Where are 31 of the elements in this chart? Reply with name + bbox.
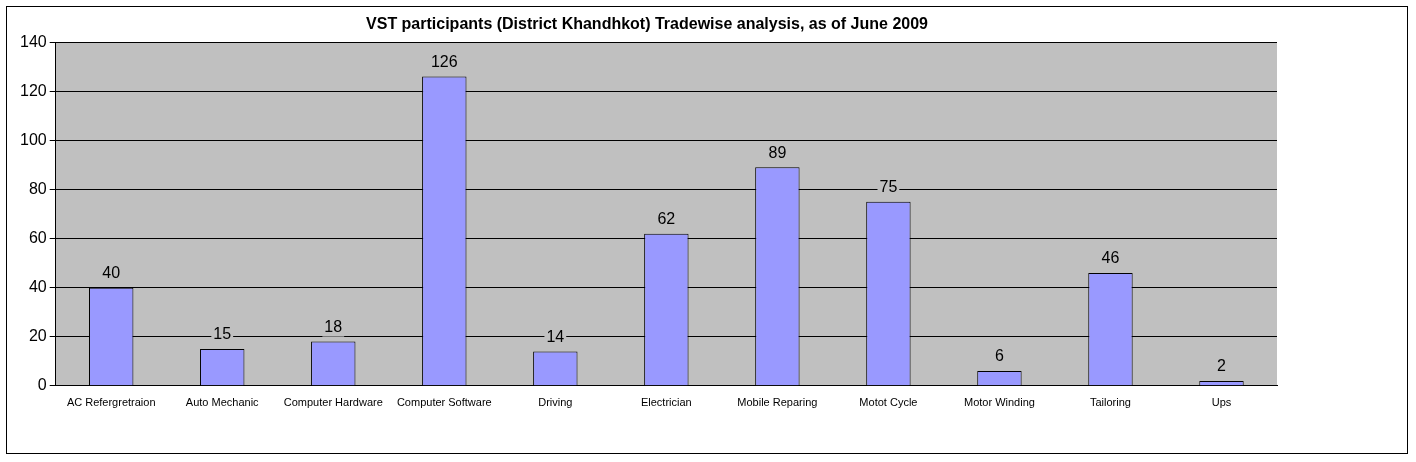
data-label: 6: [994, 347, 1004, 365]
y-tick-label: 120: [19, 81, 47, 99]
x-tick-label: Motot Cycle: [859, 396, 918, 409]
x-tick-label: Electrician: [640, 396, 692, 409]
data-label: 18: [324, 318, 343, 336]
y-tick-label: 40: [28, 278, 47, 296]
y-tick-label: 0: [37, 376, 47, 394]
data-label: 62: [657, 210, 676, 228]
data-label: 126: [430, 52, 458, 70]
data-label: 46: [1101, 249, 1120, 267]
data-label: 15: [213, 325, 232, 343]
data-label: 14: [546, 327, 565, 345]
y-tick-label: 100: [19, 130, 47, 148]
x-tick-label: Tailoring: [1089, 396, 1131, 409]
data-label: 40: [102, 264, 121, 282]
x-tick-label: Auto Mechanic: [185, 396, 260, 409]
chart-title: VST participants (District Khandhkot) Tradewise analysis, as of June 2009: [366, 15, 929, 33]
x-tick-label: AC Refergretraion: [66, 396, 156, 409]
data-label: 89: [768, 143, 787, 161]
x-tick-label: Driving: [538, 396, 573, 409]
data-label: 75: [879, 178, 898, 196]
y-tick-label: 20: [28, 327, 47, 345]
data-label: 2: [1217, 357, 1227, 375]
x-tick-label: Computer Software: [396, 396, 492, 409]
x-tick-label: Motor Winding: [963, 396, 1035, 409]
y-tick-label: 140: [19, 32, 47, 50]
x-tick-label: Mobile Reparing: [737, 396, 818, 409]
y-tick-label: 60: [28, 228, 47, 246]
y-tick-label: 80: [28, 179, 47, 197]
x-tick-label: Computer Hardware: [283, 396, 383, 409]
x-tick-label: Ups: [1211, 396, 1232, 409]
